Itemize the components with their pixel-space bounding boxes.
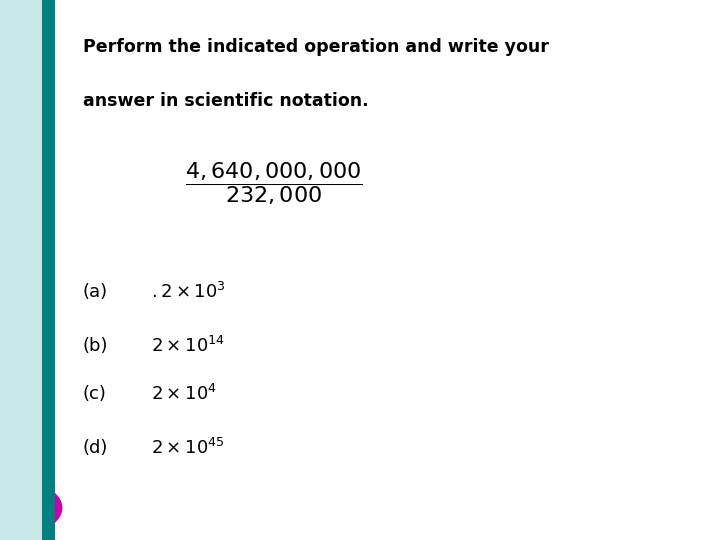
Text: answer in scientific notation.: answer in scientific notation.	[83, 92, 369, 110]
Text: i: i	[28, 498, 34, 512]
Text: (d): (d)	[83, 439, 108, 457]
Ellipse shape	[1, 485, 62, 530]
Text: $2\times10^{45}$: $2\times10^{45}$	[151, 438, 225, 458]
Text: (b): (b)	[83, 336, 108, 355]
Text: $.2\times10^{3}$: $.2\times10^{3}$	[151, 281, 226, 302]
Text: $2\times10^{14}$: $2\times10^{14}$	[151, 335, 225, 356]
Text: $\dfrac{4,640,000,000}{232,000}$: $\dfrac{4,640,000,000}{232,000}$	[185, 160, 362, 207]
Text: (c): (c)	[83, 385, 107, 403]
Text: Perform the indicated operation and write your: Perform the indicated operation and writ…	[83, 38, 549, 56]
Circle shape	[8, 482, 55, 528]
Text: (a): (a)	[83, 282, 108, 301]
Text: $2\times10^{4}$: $2\times10^{4}$	[151, 384, 217, 404]
